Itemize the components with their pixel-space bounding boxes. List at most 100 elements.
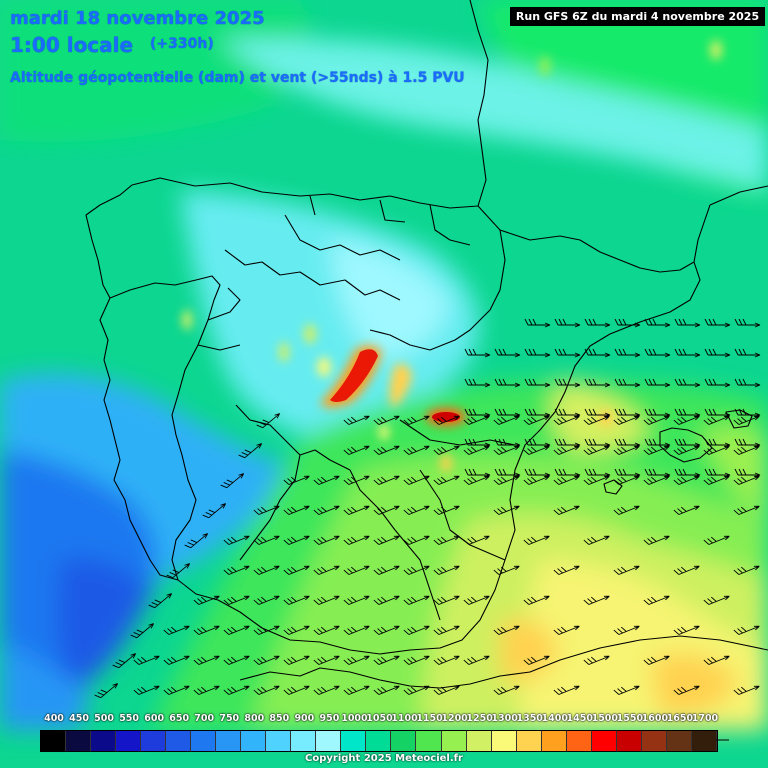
wind-barb	[643, 655, 670, 665]
wind-barb	[166, 563, 191, 579]
wind-barb	[403, 655, 430, 665]
wind-barb	[94, 683, 119, 699]
wind-barb	[463, 415, 490, 425]
wind-barb	[433, 505, 460, 515]
wind-barb	[644, 318, 671, 328]
wind-barb	[583, 415, 610, 425]
wind-barb	[493, 625, 520, 635]
wind-barb	[673, 505, 700, 515]
wind-barb	[343, 535, 370, 545]
wind-barb	[613, 505, 640, 515]
wind-barb	[253, 595, 280, 605]
wind-barb	[223, 565, 250, 575]
wind-barb	[673, 475, 700, 485]
legend-label: 1200	[441, 713, 468, 724]
wind-barb	[673, 415, 700, 425]
wind-barb	[524, 318, 551, 328]
wind-barb	[673, 625, 700, 635]
wind-barb	[553, 625, 580, 635]
wind-barb	[373, 595, 400, 605]
wind-barb	[283, 505, 310, 515]
wind-barb	[613, 475, 640, 485]
copyright: Copyright 2025 Meteociel.fr	[305, 753, 463, 764]
wind-barb	[133, 685, 160, 695]
legend-label: 1150	[416, 713, 443, 724]
wind-barb	[703, 655, 730, 665]
wind-barb	[703, 415, 730, 425]
wind-barb	[313, 655, 340, 665]
wind-barb	[553, 445, 580, 455]
wind-barb	[553, 565, 580, 575]
wind-barb	[643, 475, 670, 485]
legend-label: 1500	[591, 713, 619, 724]
legend-label: 1050	[366, 713, 393, 724]
wind-barb	[463, 445, 490, 455]
wind-barb	[463, 535, 490, 545]
legend-swatch	[441, 731, 467, 751]
wind-barb	[613, 625, 640, 635]
wind-barb	[373, 655, 400, 665]
wind-barb	[163, 625, 190, 635]
legend-swatch	[241, 731, 267, 751]
wind-barb	[373, 685, 400, 695]
legend-label: 500	[94, 713, 114, 724]
legend-swatch	[516, 731, 542, 751]
wind-barb	[493, 505, 520, 515]
legend-label: 1000	[341, 713, 368, 724]
wind-barb	[112, 653, 137, 669]
wind-barb	[674, 318, 701, 328]
legend-swatch	[141, 731, 167, 751]
wind-barb	[148, 593, 173, 609]
legend-label: 700	[194, 713, 215, 724]
wind-barb	[703, 595, 730, 605]
legend-swatch	[41, 731, 67, 751]
wind-barb	[283, 625, 310, 635]
wind-barb	[343, 595, 370, 605]
parameter-description: Altitude géopotentielle (dam) et vent (>…	[10, 70, 465, 86]
wind-barb	[553, 475, 580, 485]
legend-swatch	[391, 731, 417, 751]
wind-barb	[313, 505, 340, 515]
wind-barb	[733, 415, 760, 425]
wind-barb	[433, 415, 460, 425]
wind-barb	[238, 443, 263, 459]
wind-barb	[313, 685, 340, 695]
wind-barb	[193, 595, 220, 605]
legend-swatch	[166, 731, 192, 751]
wind-barb	[253, 655, 280, 665]
wind-barb	[343, 445, 370, 455]
wind-barb	[673, 565, 700, 575]
wind-barb	[584, 378, 611, 388]
legend-swatch	[641, 731, 667, 751]
wind-barb	[373, 475, 400, 485]
wind-barb	[223, 535, 250, 545]
wind-barb	[733, 475, 760, 485]
wind-barb	[554, 378, 581, 388]
wind-barb	[253, 535, 280, 545]
wind-barb	[583, 595, 610, 605]
legend-label: 550	[119, 713, 140, 724]
wind-barb	[704, 378, 731, 388]
wind-barb	[524, 348, 551, 358]
wind-barb	[553, 415, 580, 425]
wind-barb	[493, 475, 520, 485]
wind-barb	[733, 445, 760, 455]
wind-barb	[613, 685, 640, 695]
wind-barb	[253, 685, 280, 695]
legend-label: 900	[294, 713, 315, 724]
wind-barb	[163, 655, 190, 665]
wind-barb	[614, 318, 641, 328]
wind-barb	[553, 505, 580, 515]
wind-barb	[403, 475, 430, 485]
wind-barb	[704, 318, 731, 328]
wind-barb	[523, 415, 550, 425]
legend-swatch	[91, 731, 117, 751]
wind-barb	[253, 565, 280, 575]
wind-barb	[163, 685, 190, 695]
wind-barb	[313, 535, 340, 545]
legend-swatch	[366, 731, 392, 751]
wind-barb	[614, 348, 641, 358]
wind-barb	[343, 415, 370, 425]
wind-barb	[733, 505, 760, 515]
